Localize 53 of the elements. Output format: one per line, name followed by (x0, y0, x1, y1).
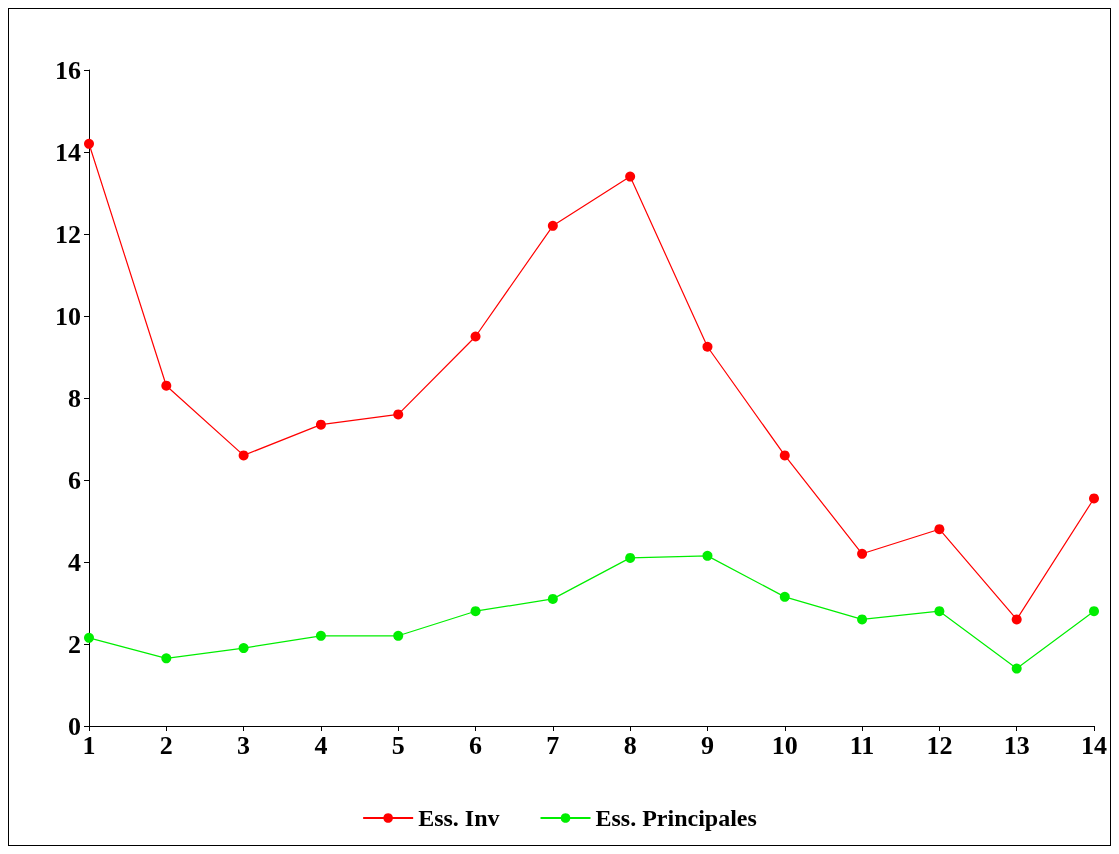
legend-label: Ess. Inv (418, 805, 500, 831)
point (857, 548, 868, 559)
legend-label: Ess. Principales (595, 805, 757, 831)
y-tick-label: 0 (68, 711, 81, 741)
y-tick-label: 10 (55, 301, 81, 331)
point (470, 606, 481, 617)
point (238, 643, 249, 654)
point (1089, 493, 1099, 504)
x-tick-label: 10 (771, 730, 798, 760)
y-tick-label: 12 (55, 219, 81, 249)
x-tick-label: 1 (82, 730, 96, 760)
x-tick-label: 5 (391, 730, 405, 760)
x-tick-label: 2 (159, 730, 173, 760)
point (547, 220, 558, 231)
point (1011, 663, 1022, 674)
y-tick-label: 16 (55, 55, 81, 85)
point (547, 593, 558, 604)
x-tick-label: 14 (1081, 730, 1107, 760)
point (1011, 614, 1022, 625)
y-tick-label: 8 (68, 383, 81, 413)
y-tick-label: 6 (68, 465, 81, 495)
point (857, 614, 868, 625)
x-tick-label: 12 (926, 730, 953, 760)
point (315, 630, 326, 641)
point (393, 409, 404, 420)
point (393, 630, 404, 641)
x-tick-label: 8 (623, 730, 637, 760)
point (779, 591, 790, 602)
point (702, 550, 713, 561)
x-tick-label: 9 (700, 730, 714, 760)
x-tick-label: 6 (469, 730, 483, 760)
point (934, 606, 945, 617)
point (161, 380, 172, 391)
point (779, 450, 790, 461)
x-tick-label: 4 (314, 730, 328, 760)
x-tick-label: 11 (849, 730, 875, 760)
point (84, 632, 94, 643)
point (238, 450, 249, 461)
point (470, 331, 481, 342)
point (934, 524, 945, 535)
point (315, 419, 326, 430)
point (84, 138, 94, 149)
x-tick-label: 3 (237, 730, 251, 760)
y-tick-label: 14 (55, 137, 81, 167)
point (702, 341, 713, 352)
point (1089, 606, 1099, 617)
x-tick-label: 7 (546, 730, 560, 760)
y-tick-label: 2 (68, 629, 81, 659)
y-tick-label: 4 (68, 547, 81, 577)
point (625, 171, 636, 182)
point (625, 552, 636, 563)
x-tick-label: 13 (1003, 730, 1030, 760)
point (161, 653, 172, 664)
